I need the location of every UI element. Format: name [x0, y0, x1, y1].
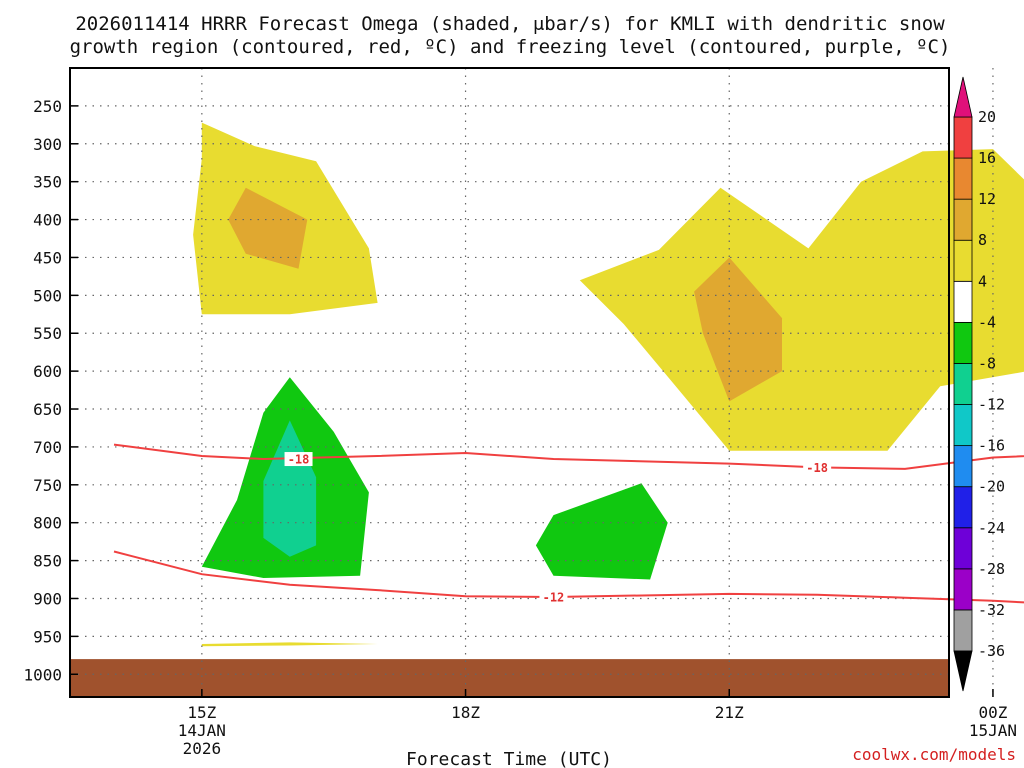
colorbar-bin--20-to--16	[953, 445, 973, 488]
x-tick-label-15Z: 15Z	[187, 703, 216, 722]
pressure-axis: 250 300 350 400 450 500 550 600 650 700 750 800 850 9…	[23, 97, 78, 684]
omega-region-6	[201, 642, 378, 647]
omega-region-9	[535, 483, 668, 580]
colorbar-label-8: 8	[978, 231, 987, 249]
contour-label-bg-0	[284, 452, 313, 467]
colorbar-bin-8-to-12	[953, 198, 973, 241]
terrain-layer	[70, 659, 949, 697]
y-tick-label-550: 550	[33, 324, 62, 343]
colorbar-bin--32-to--28	[953, 568, 973, 611]
y-tick-label-800: 800	[33, 514, 62, 533]
y-tick-label-400: 400	[33, 211, 62, 230]
contour-label-1: -18	[806, 461, 828, 475]
x-tick-label-00Z: 00Z	[978, 703, 1007, 722]
colorbar-label--24: -24	[978, 519, 1005, 537]
colorbar-label-12: 12	[978, 190, 996, 208]
colorbar-label-16: 16	[978, 149, 996, 167]
colorbar-bin--28-to--24	[953, 527, 973, 570]
omega-shading	[193, 122, 1024, 647]
x-tick-label-21Z: 21Z	[715, 703, 744, 722]
colorbar-label-4: 4	[978, 272, 987, 290]
x-tick-label-18Z: 18Z	[451, 703, 480, 722]
terrain-fill	[70, 659, 949, 697]
omega-region-3	[694, 257, 782, 402]
omega-region-1	[228, 187, 308, 269]
colorbar-bin--36-to--32	[953, 609, 973, 652]
site-credit[interactable]: coolwx.com/models	[852, 745, 1016, 764]
colorbar-label--16: -16	[978, 437, 1005, 455]
y-tick-label-500: 500	[33, 286, 62, 305]
y-tick-label-1000: 1000	[23, 665, 62, 684]
y-tick-label-250: 250	[33, 97, 62, 116]
colorbar-bin-4-to-8	[953, 239, 973, 282]
contour-label-bg-1	[803, 460, 832, 475]
contour-labels: -18-18-18-12	[284, 452, 832, 604]
x-tick-year-15Z: 2026	[183, 739, 222, 758]
y-tick-label-350: 350	[33, 173, 62, 192]
colorbar-label--12: -12	[978, 396, 1005, 414]
contour-label-bg-3	[539, 589, 568, 604]
y-tick-label-750: 750	[33, 476, 62, 495]
colorbar-label--28: -28	[978, 560, 1005, 578]
x-axis-label: Forecast Time (UTC)	[406, 749, 612, 768]
y-tick-label-600: 600	[33, 362, 62, 381]
y-tick-label-300: 300	[33, 135, 62, 154]
contour-label-3: -12	[543, 590, 565, 604]
colorbar-low-arrow	[953, 650, 973, 692]
y-tick-label-650: 650	[33, 400, 62, 419]
colorbar-label--4: -4	[978, 313, 996, 331]
colorbar-bin--12-to--8	[953, 363, 973, 405]
time-axis: 15Z14JAN202618Z21Z00Z15JAN03Z06Z	[178, 689, 1017, 758]
plot-frame	[69, 67, 950, 698]
colorbar-label-20: 20	[978, 108, 996, 126]
y-tick-label-450: 450	[33, 248, 62, 267]
y-tick-label-700: 700	[33, 438, 62, 457]
contour-label-0: -18	[288, 453, 310, 467]
colorbar-bin--24-to--20	[953, 486, 973, 529]
y-tick-label-900: 900	[33, 589, 62, 608]
colorbar-bin-16-to-20	[953, 116, 973, 159]
colorbar-bin-12-to-16	[953, 157, 973, 200]
chart-title-line-1: 2026011414 HRRR Forecast Omega (shaded, …	[75, 13, 945, 35]
colorbar-label--36: -36	[978, 642, 1005, 660]
omega-colorbar: -36 -32 -28 -24 -20 -16 -12 -8 -4 4 8 12 16 20	[953, 76, 1005, 692]
colorbar-label--20: -20	[978, 478, 1005, 496]
colorbar-bin--8-to--4	[953, 321, 973, 364]
omega-region-2	[579, 149, 1024, 451]
colorbar-label--32: -32	[978, 601, 1005, 619]
y-tick-label-850: 850	[33, 552, 62, 571]
colorbar-bin--4-to-4	[953, 280, 973, 323]
colorbar-label--8: -8	[978, 354, 996, 372]
colorbar-high-arrow	[953, 76, 973, 118]
colorbar-bin--16-to--12	[953, 404, 973, 447]
x-tick-date-00Z: 15JAN	[969, 721, 1017, 740]
y-tick-label-950: 950	[33, 627, 62, 646]
chart-title-line-2: growth region (contoured, red, ºC) and f…	[70, 36, 951, 58]
x-tick-date-15Z: 14JAN	[178, 721, 226, 740]
